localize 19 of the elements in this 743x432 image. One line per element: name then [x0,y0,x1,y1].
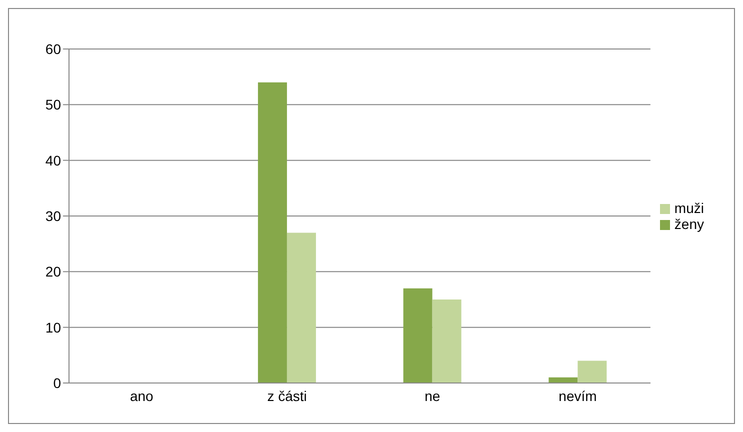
legend-label: ženy [674,216,704,232]
x-tick-label: z části [267,388,307,404]
y-tick-label: 60 [45,40,62,57]
bar [286,232,316,383]
y-tick-label: 20 [45,264,62,280]
y-tick-label: 50 [45,96,62,113]
bar [548,377,578,383]
x-tick-label: ne [424,388,440,404]
x-tick-label: nevím [558,388,597,404]
legend-label: muži [674,200,704,216]
bar [432,300,462,383]
bar [578,360,607,383]
x-tick-label: ano [130,388,154,404]
bar [258,82,287,383]
y-tick-label: 30 [45,208,62,224]
y-tick-label: 40 [45,152,62,168]
bar [403,288,432,383]
y-tick-label: 0 [53,374,62,391]
y-tick-label: 10 [45,319,62,336]
